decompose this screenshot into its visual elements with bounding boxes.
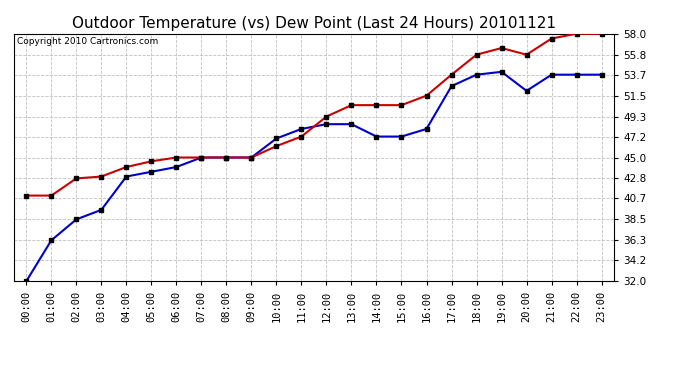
Title: Outdoor Temperature (vs) Dew Point (Last 24 Hours) 20101121: Outdoor Temperature (vs) Dew Point (Last…	[72, 16, 556, 31]
Text: Copyright 2010 Cartronics.com: Copyright 2010 Cartronics.com	[17, 38, 158, 46]
